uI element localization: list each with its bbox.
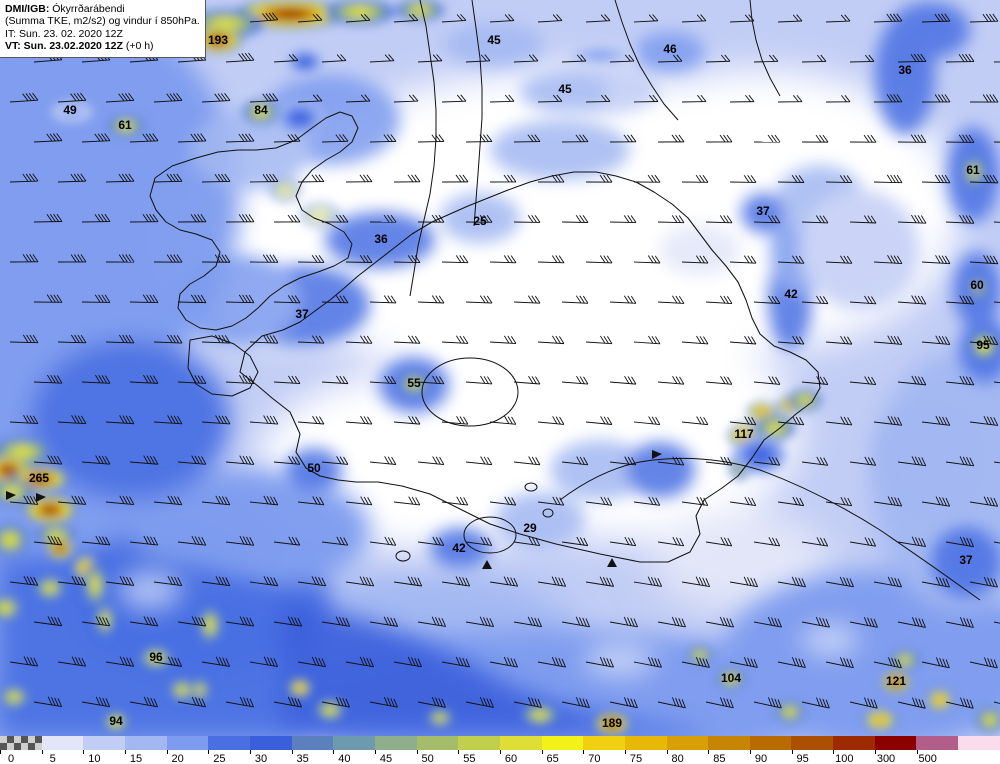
- colorbar-tick: [250, 750, 251, 754]
- colorbar-segment: [708, 736, 750, 750]
- colorbar-segment: [208, 736, 250, 750]
- colorbar-tick-label: 75: [629, 753, 643, 764]
- colorbar-segment: [83, 736, 125, 750]
- colorbar-tick-label: 85: [713, 753, 726, 764]
- colorbar-tick: [833, 750, 835, 754]
- colorbar-tick-label: 10: [88, 753, 101, 764]
- colorbar-tick: [500, 750, 501, 754]
- coastline-paths: [149, 0, 981, 601]
- colorbar-tick-label: 65: [546, 753, 559, 764]
- colorbar-segment: [124, 736, 167, 750]
- colorbar-tick-label: 500: [918, 753, 937, 764]
- colorbar-tick: [708, 750, 710, 754]
- colorbar-tick-label: 70: [588, 753, 601, 764]
- colorbar-tick-label: 45: [379, 753, 393, 764]
- colorbar-tick: [125, 750, 126, 754]
- colorbar-tick-labels: 0 5 10 15 20 25 30 35 40 45 50 55 60 65 70 75 80 85 90 95 10…: [0, 750, 1000, 764]
- colorbar-tick-label: 55: [463, 753, 476, 764]
- colorbar-tick-label: 95: [796, 753, 809, 764]
- info-agency: DMI/IGB:: [5, 3, 50, 15]
- colorbar-legend: 0 5 10 15 20 25 30 35 40 45 50 55 60 65 70 75 80 85 90 95 10…: [0, 736, 1000, 764]
- colorbar-tick-label: 300: [876, 753, 896, 764]
- colorbar-segment: [583, 736, 625, 750]
- station-triangle-markers: [6, 450, 662, 569]
- info-valid-time: VT: Sun. 23.02.2020 12Z: [5, 40, 123, 53]
- colorbar-swatches: [0, 736, 1000, 750]
- colorbar-segment: [833, 736, 875, 750]
- colorbar-tick: [916, 750, 918, 754]
- colorbar-segment: [249, 736, 292, 750]
- colorbar-tick: [625, 750, 626, 754]
- colorbar-tick-label: 60: [504, 753, 518, 764]
- colorbar-tick: [458, 750, 460, 754]
- colorbar-tick: [208, 750, 210, 754]
- colorbar-tick-label: 90: [754, 753, 768, 764]
- colorbar-segment: [0, 736, 42, 750]
- colorbar-segment: [499, 736, 542, 750]
- colorbar-tick: [541, 750, 543, 754]
- colorbar-segment: [291, 736, 334, 750]
- colorbar-tick-label: 100: [835, 753, 854, 764]
- map-canvas[interactable]: 49 61 193 84 45 45 46 36 61 36 25 37 42 60 95 37 55 117 50…: [0, 0, 1000, 736]
- colorbar-segment: [624, 736, 667, 750]
- info-line-valid-time: VT: Sun. 23.02.2020 12Z (+0 h): [5, 40, 201, 52]
- colorbar-tick: [875, 750, 876, 754]
- colorbar-tick: [166, 750, 168, 754]
- colorbar-segment: [416, 736, 459, 750]
- colorbar-tick-label: 35: [296, 753, 309, 764]
- colorbar-segment: [666, 736, 709, 750]
- colorbar-segment: [541, 736, 584, 750]
- colorbar-segment: [458, 736, 500, 750]
- info-product: Ókyrrðarábendi: [49, 3, 125, 15]
- colorbar-segment: [874, 736, 917, 750]
- colorbar-tick-label: 20: [171, 753, 184, 764]
- colorbar-tick: [375, 750, 376, 754]
- colorbar-segment: [916, 736, 959, 750]
- colorbar-segment: [791, 736, 834, 750]
- colorbar-segment: [958, 736, 1000, 750]
- colorbar-tick-label: 5: [49, 753, 56, 764]
- colorbar-tick-label: 25: [213, 753, 226, 764]
- info-line-product: DMI/IGB: Ókyrrðarábendi: [5, 3, 201, 15]
- colorbar-tick: [41, 750, 43, 754]
- colorbar-tick-label: 0: [7, 753, 15, 764]
- colorbar-tick: [750, 750, 751, 754]
- colorbar-tick: [583, 750, 585, 754]
- colorbar-tick-label: 80: [671, 753, 684, 764]
- info-lead-time: (+0 h): [122, 40, 154, 53]
- info-line-init-time: IT: Sun. 23. 02. 2020 12Z: [5, 27, 123, 40]
- colorbar-tick-label: 50: [421, 753, 434, 764]
- colorbar-tick: [791, 750, 793, 754]
- forecast-info-box: DMI/IGB: Ókyrrðarábendi (Summa TKE, m2/s…: [0, 0, 206, 58]
- colorbar-tick: [291, 750, 293, 754]
- colorbar-segment: [333, 736, 375, 750]
- colorbar-tick-label: 15: [129, 753, 143, 764]
- tke-field-and-wind-overlay: [0, 0, 1000, 736]
- colorbar-tick: [666, 750, 668, 754]
- colorbar-segment: [749, 736, 792, 750]
- colorbar-segment: [374, 736, 417, 750]
- colorbar-tick: [416, 750, 418, 754]
- colorbar-tick-label: 40: [338, 753, 351, 764]
- colorbar-tick: [83, 750, 85, 754]
- colorbar-segment: [41, 736, 84, 750]
- colorbar-tick: [333, 750, 335, 754]
- colorbar-segment: [166, 736, 209, 750]
- info-line-variable: (Summa TKE, m2/s2) og vindur í 850hPa.: [5, 15, 200, 28]
- colorbar-tick: [0, 750, 1, 754]
- colorbar-tick-label: 30: [254, 753, 268, 764]
